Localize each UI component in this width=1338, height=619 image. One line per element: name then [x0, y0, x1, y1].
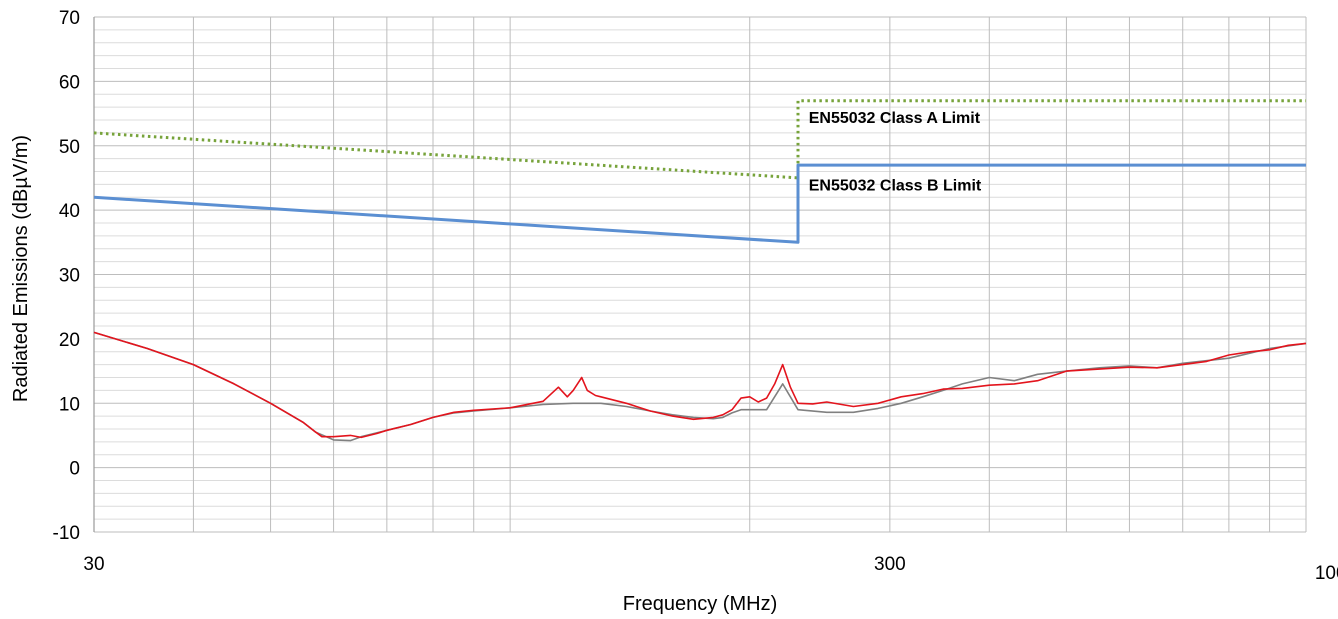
annotations: EN55032 Class A Limit EN55032 Class B Lim…: [809, 110, 982, 195]
y-tick-labels: -10 0 10 20 30 40 50 60 70: [53, 8, 80, 544]
y-tick-label: 10: [59, 394, 80, 415]
series-emission-trace-1: [93, 331, 1307, 439]
y-axis-title: Radiated Emissions (dBµV/m): [10, 135, 32, 402]
x-tick-label: 300: [874, 554, 906, 575]
minor-gridlines: [94, 29, 1306, 520]
x-axis-title: Frequency (MHz): [623, 593, 777, 615]
y-tick-label: 60: [59, 72, 80, 93]
y-tick-label: 30: [59, 266, 80, 287]
y-tick-label: 70: [59, 8, 80, 29]
y-tick-label: 40: [59, 201, 80, 222]
y-tick-label: 20: [59, 330, 80, 351]
series-class-a-limit: [93, 99, 1306, 180]
y-tick-label: 50: [59, 137, 80, 158]
x-tick-label: 1000: [1315, 563, 1338, 584]
series-layer: [93, 99, 1307, 442]
major-gridlines: [93, 16, 1307, 533]
x-tick-label: 30: [83, 554, 104, 575]
series-class-b-limit: [93, 163, 1306, 244]
limit-annotation: EN55032 Class A Limit: [809, 110, 981, 127]
series-emission-trace-2: [93, 331, 1307, 442]
y-tick-label: 0: [69, 459, 80, 480]
y-tick-label: -10: [53, 523, 80, 544]
limit-annotation: EN55032 Class B Limit: [809, 177, 982, 194]
x-tick-labels: 30 300 1000: [83, 554, 1338, 584]
